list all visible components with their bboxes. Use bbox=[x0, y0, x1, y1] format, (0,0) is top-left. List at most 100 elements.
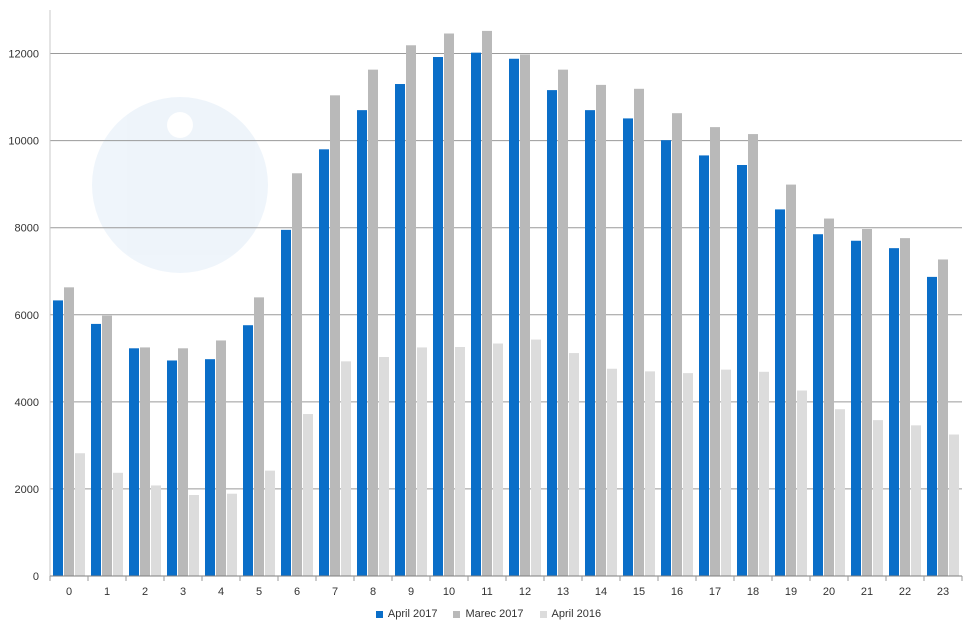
bar-april-2016-12 bbox=[531, 339, 541, 576]
bar-april-2016-2 bbox=[151, 485, 161, 576]
x-tick-label: 0 bbox=[66, 586, 72, 598]
x-tick-label: 12 bbox=[519, 586, 531, 598]
bar-april-2016-0 bbox=[75, 453, 85, 576]
x-tick-label: 6 bbox=[294, 586, 300, 598]
bar-marec-2017-0 bbox=[64, 287, 74, 576]
bar-april-2017-15 bbox=[623, 118, 633, 576]
y-tick-label: 4000 bbox=[15, 397, 39, 409]
bar-april-2016-22 bbox=[911, 425, 921, 576]
legend-label: Marec 2017 bbox=[465, 608, 524, 620]
x-tick-label: 23 bbox=[937, 586, 949, 598]
bar-april-2017-17 bbox=[699, 155, 709, 576]
bar-april-2017-9 bbox=[395, 84, 405, 576]
x-tick-label: 19 bbox=[785, 586, 797, 598]
legend-item-april-2016[interactable]: April 2016 bbox=[539, 608, 602, 620]
bar-april-2017-7 bbox=[319, 149, 329, 577]
legend-swatch bbox=[375, 610, 383, 618]
bar-marec-2017-3 bbox=[178, 348, 188, 576]
x-tick-label: 16 bbox=[671, 586, 683, 598]
bar-april-2016-15 bbox=[645, 371, 655, 576]
bar-april-2017-18 bbox=[737, 164, 747, 576]
x-tick-label: 15 bbox=[633, 586, 645, 598]
bar-april-2016-11 bbox=[493, 343, 503, 576]
x-tick-label: 8 bbox=[370, 586, 376, 598]
bar-april-2016-6 bbox=[303, 414, 313, 576]
bar-april-2017-21 bbox=[851, 240, 861, 576]
bar-april-2017-12 bbox=[509, 58, 519, 577]
bar-april-2016-9 bbox=[417, 347, 427, 576]
bar-marec-2017-22 bbox=[900, 238, 910, 576]
bar-april-2017-19 bbox=[775, 209, 785, 576]
bar-april-2016-16 bbox=[683, 373, 693, 576]
legend-item-marec-2017[interactable]: Marec 2017 bbox=[453, 608, 524, 620]
chart-legend: April 2017 Marec 2017 April 2016 bbox=[0, 608, 977, 620]
bar-marec-2017-4 bbox=[216, 340, 226, 576]
x-tick-label: 11 bbox=[481, 586, 492, 598]
y-tick-label: 8000 bbox=[15, 223, 39, 235]
bar-marec-2017-13 bbox=[558, 69, 568, 576]
x-tick-label: 10 bbox=[443, 586, 455, 598]
bar-marec-2017-14 bbox=[596, 84, 606, 576]
bar-marec-2017-23 bbox=[938, 259, 948, 576]
watermark-logo bbox=[92, 97, 268, 273]
bar-april-2017-2 bbox=[129, 348, 139, 576]
x-tick-label: 17 bbox=[709, 586, 721, 598]
bar-april-2017-1 bbox=[91, 323, 101, 576]
bar-marec-2017-10 bbox=[444, 33, 454, 577]
legend-item-april-2017[interactable]: April 2017 bbox=[375, 608, 437, 620]
bar-april-2017-20 bbox=[813, 234, 823, 576]
x-tick-label: 20 bbox=[823, 586, 835, 598]
bar-april-2016-23 bbox=[949, 434, 959, 576]
bar-april-2017-10 bbox=[433, 57, 443, 576]
y-tick-label: 2000 bbox=[15, 484, 39, 496]
bar-april-2016-4 bbox=[227, 493, 237, 576]
legend-swatch bbox=[539, 610, 547, 618]
bar-april-2017-23 bbox=[927, 276, 937, 576]
bar-marec-2017-12 bbox=[520, 54, 530, 576]
bar-april-2016-1 bbox=[113, 472, 123, 576]
legend-swatch bbox=[453, 610, 461, 618]
bar-april-2017-22 bbox=[889, 248, 899, 576]
bar-april-2017-11 bbox=[471, 52, 481, 576]
bar-marec-2017-8 bbox=[368, 69, 378, 576]
bar-april-2016-3 bbox=[189, 495, 199, 576]
y-tick-label: 12000 bbox=[8, 49, 39, 61]
bar-marec-2017-18 bbox=[748, 134, 758, 577]
bar-april-2016-17 bbox=[721, 369, 731, 576]
bar-marec-2017-16 bbox=[672, 113, 682, 576]
bar-marec-2017-15 bbox=[634, 88, 644, 576]
bar-marec-2017-6 bbox=[292, 173, 302, 576]
bar-april-2017-3 bbox=[167, 360, 177, 576]
x-tick-label: 5 bbox=[256, 586, 262, 598]
bar-april-2016-19 bbox=[797, 390, 807, 576]
x-tick-label: 1 bbox=[104, 586, 110, 598]
bar-april-2016-10 bbox=[455, 346, 465, 576]
bar-april-2016-7 bbox=[341, 361, 351, 576]
bar-marec-2017-5 bbox=[254, 297, 264, 576]
bar-marec-2017-2 bbox=[140, 347, 150, 576]
bar-april-2016-8 bbox=[379, 357, 389, 576]
bar-april-2016-5 bbox=[265, 470, 275, 576]
bar-april-2017-4 bbox=[205, 359, 215, 576]
x-tick-label: 13 bbox=[557, 586, 569, 598]
x-tick-label: 2 bbox=[142, 586, 148, 598]
bar-april-2016-14 bbox=[607, 368, 617, 576]
bar-april-2017-0 bbox=[53, 300, 63, 576]
x-tick-label: 4 bbox=[218, 586, 224, 598]
bar-marec-2017-1 bbox=[102, 315, 112, 576]
bar-marec-2017-7 bbox=[330, 95, 340, 576]
bar-marec-2017-19 bbox=[786, 184, 796, 576]
y-tick-label: 6000 bbox=[15, 310, 39, 322]
bar-marec-2017-11 bbox=[482, 30, 492, 577]
bar-april-2016-20 bbox=[835, 409, 845, 576]
x-tick-label: 7 bbox=[332, 586, 338, 598]
bar-marec-2017-21 bbox=[862, 228, 872, 576]
legend-label: April 2016 bbox=[551, 608, 602, 620]
bar-april-2017-16 bbox=[661, 140, 671, 576]
bar-april-2017-5 bbox=[243, 325, 253, 576]
bar-april-2017-13 bbox=[547, 90, 557, 576]
bar-april-2017-6 bbox=[281, 229, 291, 576]
bar-april-2016-18 bbox=[759, 371, 769, 576]
